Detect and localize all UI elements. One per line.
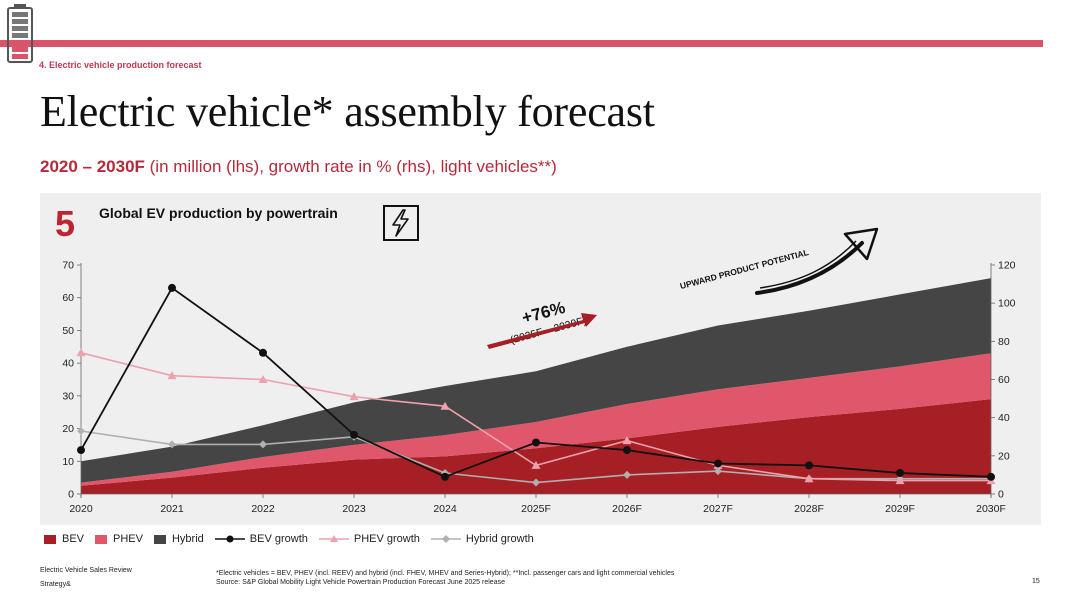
y-right-tick-label: 120	[998, 260, 1016, 272]
hybrid-growth-point	[532, 478, 540, 487]
y-left-tick-label: 50	[62, 325, 74, 337]
x-tick-label: 2027F	[703, 503, 733, 515]
x-tick-label: 2028F	[794, 503, 824, 515]
phev-growth-point	[531, 460, 541, 469]
hybrid-growth-point	[259, 440, 267, 449]
legend-item-bev: BEV	[44, 533, 84, 545]
hybrid-growth-point	[168, 440, 176, 449]
y-left-tick-label: 30	[62, 390, 74, 402]
legend-marker-bev-growth	[214, 535, 245, 543]
potential-arrow-stroke	[755, 241, 864, 295]
legend-item-phev-growth: PHEV growth	[318, 533, 420, 545]
x-tick-label: 2022	[251, 503, 275, 515]
y-right-tick-label: 40	[998, 412, 1010, 424]
x-tick-label: 2024	[433, 503, 457, 515]
bev-area	[81, 399, 991, 494]
bev-growth-point	[259, 348, 267, 357]
legend-label-hybrid: Hybrid	[171, 533, 204, 545]
report-name: Electric Vehicle Sales Review	[40, 567, 132, 574]
phev-growth-point	[167, 371, 177, 380]
potential-arrow-stroke-2	[759, 240, 857, 289]
legend-item-phev: PHEV	[95, 533, 143, 545]
legend-item-hybrid: Hybrid	[153, 533, 204, 545]
chart-title: Global EV production by powertrain	[99, 205, 338, 221]
bev-growth-point	[896, 469, 904, 478]
x-tick-label: 2029F	[885, 503, 915, 515]
battery-logo-icon	[7, 4, 33, 63]
y-left-tick-label: 70	[62, 260, 74, 272]
bev-growth-point	[805, 461, 813, 470]
phev-growth-point	[895, 476, 905, 485]
phev-growth-point	[258, 375, 268, 383]
bev-growth-point	[168, 283, 176, 292]
brand-name: Strategy&	[40, 581, 71, 588]
x-tick-label: 2023	[342, 503, 366, 515]
footnote-source: Source: S&P Global Mobility Light Vehicl…	[216, 579, 505, 586]
legend-swatch-hybrid	[153, 534, 166, 544]
legend-marker-hybrid-growth	[430, 535, 461, 543]
legend-label-phev-growth: PHEV growth	[353, 533, 420, 545]
bev-growth-point	[532, 438, 540, 447]
legend-label-bev-growth: BEV growth	[249, 533, 308, 545]
lightning-bolt-icon	[383, 205, 419, 241]
y-right-tick-label: 0	[998, 489, 1004, 501]
bev-growth-point	[77, 446, 85, 455]
header-accent-bar	[0, 40, 1043, 47]
growth-arrow	[487, 313, 597, 349]
bev-growth-point	[987, 472, 995, 481]
hybrid-growth-point	[623, 470, 631, 479]
y-right-tick-label: 20	[998, 450, 1010, 462]
x-tick-label: 2025F	[521, 503, 551, 515]
x-tick-label: 2020	[69, 503, 93, 515]
y-right-tick-label: 100	[998, 298, 1016, 310]
x-tick-label: 2021	[160, 503, 184, 515]
chart-number: 5	[55, 203, 76, 244]
page-title: Electric vehicle* assembly forecast	[40, 87, 655, 136]
legend-label-bev: BEV	[62, 533, 85, 545]
legend-swatch-phev	[95, 534, 108, 544]
legend-swatch-bev	[44, 534, 56, 544]
phev-growth-point	[349, 392, 359, 401]
hybrid-area	[81, 278, 991, 483]
x-tick-label: 2030F	[976, 503, 1006, 515]
subtitle-description: (in million (lhs), growth rate in % (rhs…	[144, 157, 557, 176]
y-left-tick-label: 0	[68, 489, 74, 501]
section-label: 4. Electric vehicle production forecast	[39, 60, 202, 70]
y-right-tick-label: 80	[998, 336, 1010, 348]
bev-growth-point	[623, 446, 631, 455]
phev-growth-point	[440, 401, 450, 410]
bev-growth-point	[714, 459, 722, 468]
potential-arrow-head	[843, 227, 879, 261]
y-left-tick-label: 40	[62, 358, 74, 370]
subtitle-period: 2020 – 2030F	[40, 157, 145, 176]
page-number: 15	[1032, 578, 1040, 585]
phev-area	[81, 353, 991, 486]
footer-left: Electric Vehicle Sales Review Strategy&	[40, 564, 132, 592]
legend-item-bev-growth: BEV growth	[214, 533, 308, 545]
y-left-tick-label: 10	[62, 456, 74, 468]
legend-marker-phev-growth	[318, 535, 349, 542]
y-left-tick-label: 60	[62, 292, 74, 304]
chart-legend: BEV PHEV Hybrid BEV growth PHEV growth H…	[44, 533, 545, 545]
hybrid-growth-point	[77, 427, 85, 436]
y-right-tick-label: 60	[998, 374, 1010, 386]
x-tick-label: 2026F	[612, 503, 642, 515]
footer-notes: *Electric vehicles = BEV, PHEV (incl. RE…	[216, 569, 674, 587]
hybrid-growth-point	[714, 467, 722, 476]
phev-growth-point	[804, 474, 814, 483]
bev-growth-point	[350, 430, 358, 439]
phev-growth-point	[76, 348, 86, 357]
phev-growth-point	[622, 436, 632, 445]
y-left-tick-label: 20	[62, 423, 74, 435]
legend-label-hybrid-growth: Hybrid growth	[465, 533, 534, 545]
page-subtitle: 2020 – 2030F (in million (lhs), growth r…	[40, 157, 557, 177]
legend-label-phev: PHEV	[113, 533, 143, 545]
legend-item-hybrid-growth: Hybrid growth	[430, 533, 534, 545]
bev-growth-point	[441, 472, 449, 481]
footnote-definition: *Electric vehicles = BEV, PHEV (incl. RE…	[216, 570, 675, 577]
